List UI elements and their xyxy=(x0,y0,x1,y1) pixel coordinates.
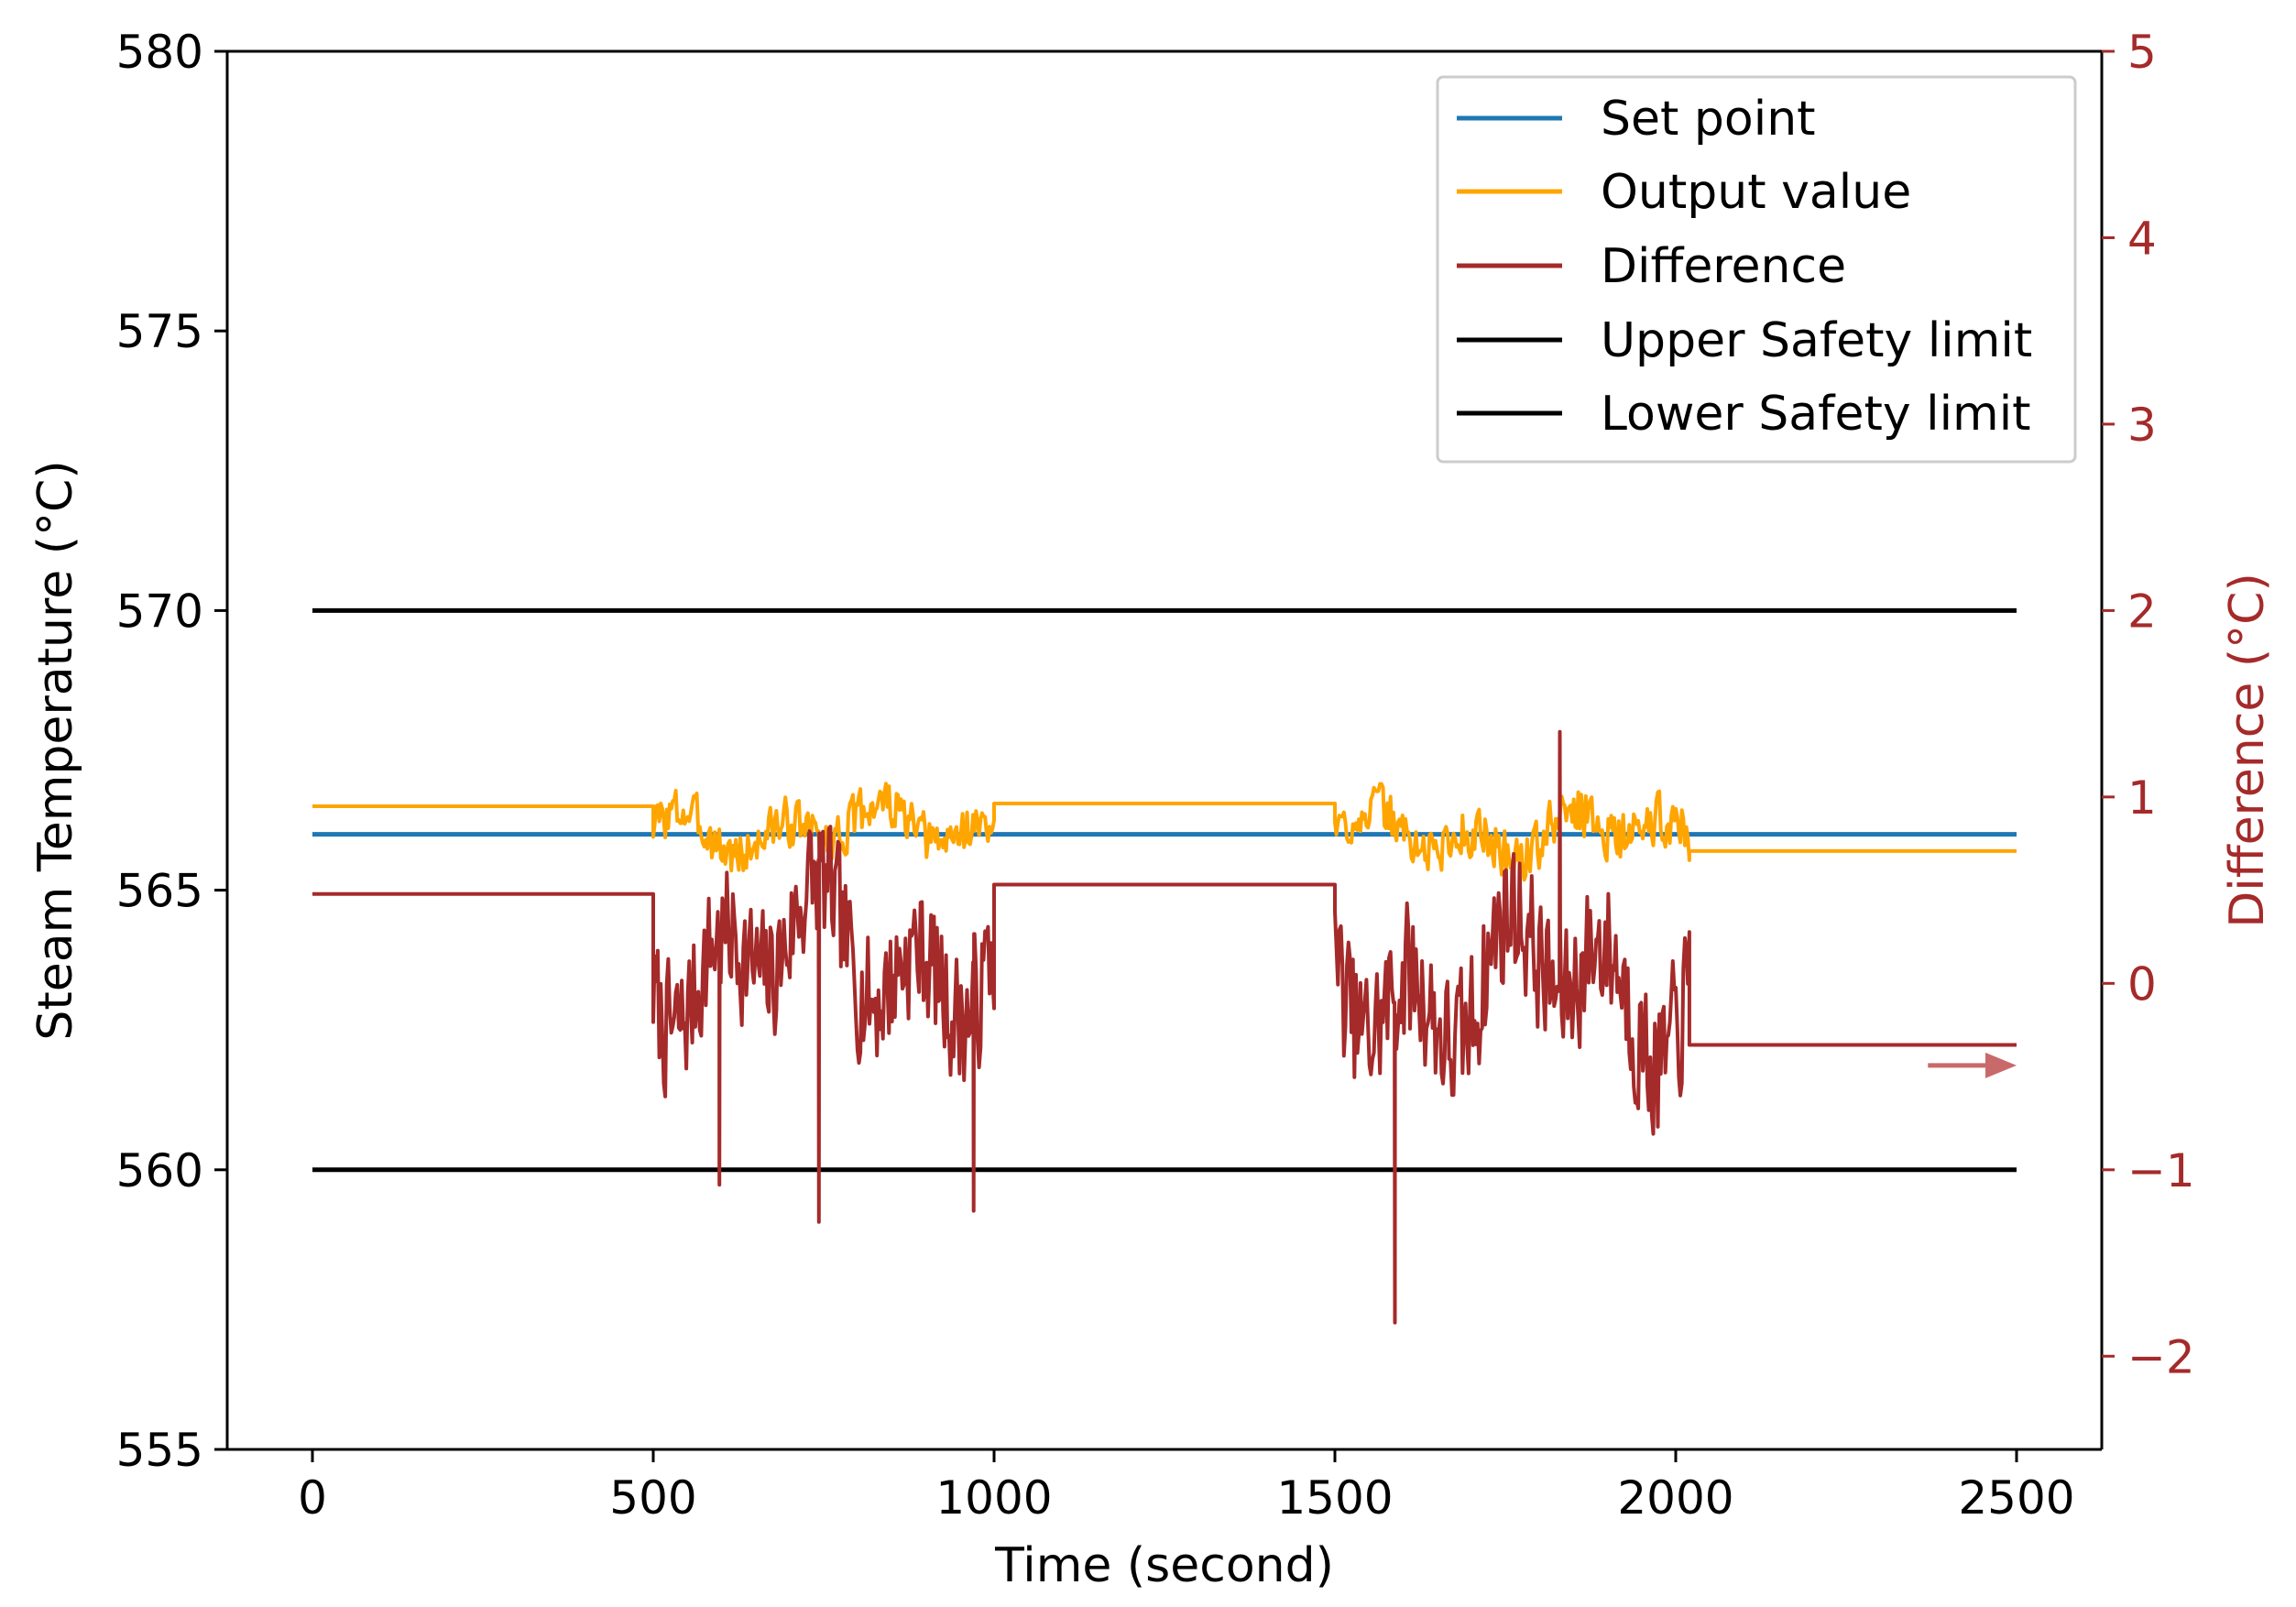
annotation-layer xyxy=(1928,1052,2017,1078)
y2-axis-ticks: −2 −1 0 1 2 3 4 5 xyxy=(2102,26,2195,1383)
legend-label-output-value: Output value xyxy=(1601,165,1911,220)
x-tick-label: 2500 xyxy=(1958,1471,2074,1525)
y2-tick-label: −1 xyxy=(2127,1144,2195,1197)
y-tick-label: 565 xyxy=(116,865,203,918)
x-tick-label: 500 xyxy=(609,1471,696,1525)
y2-tick-label: −2 xyxy=(2127,1330,2195,1383)
legend-label-lower-safety-limit: Lower Safety limit xyxy=(1601,387,2031,442)
y-axis-label: Steam Temperature (°C) xyxy=(28,460,83,1040)
y-tick-label: 560 xyxy=(116,1144,203,1197)
y2-tick-label: 0 xyxy=(2127,957,2157,1011)
x-tick-label: 2000 xyxy=(1617,1471,1733,1525)
y2-tick-label: 5 xyxy=(2127,26,2157,79)
y2-tick-label: 1 xyxy=(2127,771,2157,825)
y2-tick-label: 4 xyxy=(2127,212,2157,265)
x-axis-label: Time (second) xyxy=(994,1538,1334,1593)
y-axis-ticks: 555 560 565 570 575 580 xyxy=(116,26,227,1477)
series-difference xyxy=(312,729,2017,1325)
y-tick-label: 570 xyxy=(116,585,203,638)
series-layer xyxy=(312,607,2017,1325)
y2-axis-label: Difference (°C) xyxy=(2220,573,2275,928)
x-tick-label: 0 xyxy=(298,1471,327,1525)
y-tick-label: 555 xyxy=(116,1424,203,1477)
legend-box xyxy=(1436,75,2077,464)
annotation-arrow-head xyxy=(1985,1052,2017,1078)
x-axis-ticks: 0 500 1000 1500 2000 2500 xyxy=(298,1449,2075,1525)
series-output-value xyxy=(312,782,2017,882)
y2-tick-label: 3 xyxy=(2127,399,2157,452)
y-tick-label: 575 xyxy=(116,305,203,358)
x-tick-label: 1500 xyxy=(1276,1471,1393,1525)
legend-label-upper-safety-limit: Upper Safety limit xyxy=(1601,313,2032,368)
legend-label-difference: Difference xyxy=(1601,239,1846,294)
legend: Set point Output value Difference Upper … xyxy=(1436,75,2077,464)
y-tick-label: 580 xyxy=(116,26,203,79)
x-tick-label: 1000 xyxy=(935,1471,1052,1525)
legend-label-set-point: Set point xyxy=(1601,92,1816,147)
y2-tick-label: 2 xyxy=(2127,585,2157,638)
